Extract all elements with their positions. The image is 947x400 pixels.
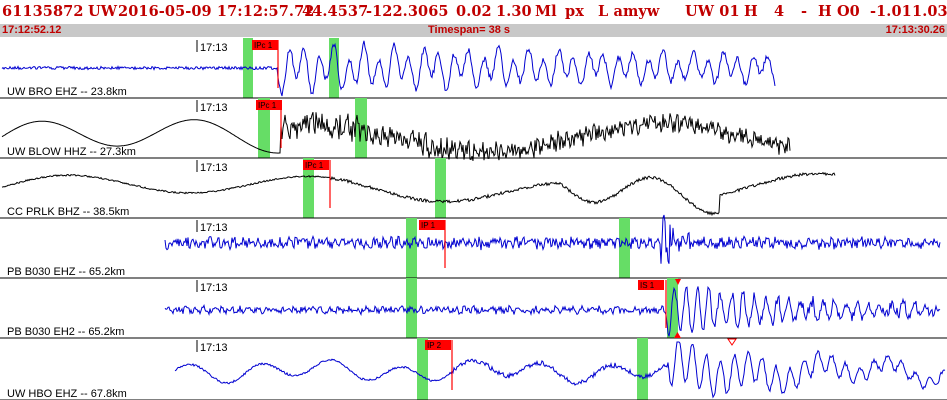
origin-time: 2016-05-09 17:12:57.72 bbox=[118, 3, 315, 20]
channel-label: UW HBO EHZ -- 67.8km bbox=[7, 388, 127, 400]
analysis-window[interactable] bbox=[329, 38, 339, 98]
event-header: 61135872 UW 2016-05-09 17:12:57.72 44.4537-… bbox=[0, 0, 947, 22]
minute-mark-label: 17:13 bbox=[200, 342, 228, 354]
analysis-window[interactable] bbox=[667, 278, 678, 338]
header-n: 4 bbox=[774, 3, 785, 20]
event-summary-line: 61135872 UW 2016-05-09 17:12:57.72 44.4537-… bbox=[0, 0, 947, 22]
phase-pick-flag[interactable] bbox=[425, 340, 451, 350]
arrival-marker bbox=[674, 332, 681, 338]
time-range-bar: 17:12:52.12 Timespan= 38 s 17:13:30.26 bbox=[0, 24, 947, 37]
magnitude: 1.30 bbox=[496, 3, 532, 20]
phase-pick-flag[interactable] bbox=[638, 280, 664, 290]
start-time: 17:12:52.12 bbox=[2, 24, 62, 36]
phase-pick-flag[interactable] bbox=[303, 160, 329, 170]
channel-label: CC PRLK BHZ -- 38.5km bbox=[7, 206, 129, 218]
event-id: 61135872 bbox=[2, 3, 84, 20]
minute-mark-label: 17:13 bbox=[200, 162, 228, 174]
event-type: px bbox=[565, 3, 584, 20]
event-flags: L amyw bbox=[598, 3, 660, 20]
phase-pick-flag[interactable] bbox=[256, 100, 282, 110]
analysis-window[interactable] bbox=[303, 158, 314, 218]
source-code: UW 01 bbox=[685, 3, 740, 20]
channel-label: PB B030 EHZ -- 65.2km bbox=[7, 266, 125, 278]
seismogram-trace bbox=[1, 171, 836, 217]
header-dash: - bbox=[801, 3, 808, 20]
analysis-window[interactable] bbox=[355, 98, 367, 158]
analysis-window[interactable] bbox=[435, 158, 446, 218]
analysis-window[interactable] bbox=[258, 98, 270, 158]
phase-pick-flag[interactable] bbox=[252, 40, 278, 50]
analysis-window[interactable] bbox=[243, 38, 253, 98]
phase-pick-label: IPc 1 bbox=[305, 161, 324, 170]
phase-pick-label: IP 1 bbox=[421, 221, 436, 230]
magnitude-type: Ml bbox=[535, 3, 557, 20]
minute-mark-label: 17:13 bbox=[200, 282, 228, 294]
phase-pick-flag[interactable] bbox=[419, 220, 445, 230]
depth: 0.02 bbox=[456, 3, 492, 20]
seismogram-trace bbox=[1, 112, 791, 162]
seismogram-panel[interactable]: IPc 1 17:13 UW BRO EHZ -- 23.8km IPc 1 17:13… bbox=[0, 38, 947, 400]
phase-pick-label: IPc 1 bbox=[258, 101, 277, 110]
network-code: UW bbox=[88, 3, 118, 20]
minute-mark-label: 17:13 bbox=[200, 222, 228, 234]
arrival-marker bbox=[675, 279, 681, 285]
end-time: 17:13:30.26 bbox=[885, 24, 945, 36]
seismogram-trace bbox=[174, 341, 946, 399]
seismogram-trace bbox=[164, 214, 941, 264]
timespan: Timespan= 38 s bbox=[428, 24, 511, 36]
minute-mark-label: 17:13 bbox=[200, 42, 228, 54]
longitude: -122.3065 bbox=[366, 3, 449, 20]
channel-label: UW BLOW HHZ -- 27.3km bbox=[7, 146, 136, 158]
channel-label: PB B030 EH2 -- 65.2km bbox=[7, 326, 124, 338]
header-ho: H O0 bbox=[818, 3, 860, 20]
analysis-window[interactable] bbox=[406, 218, 417, 278]
analysis-window[interactable] bbox=[637, 338, 648, 400]
analysis-window[interactable] bbox=[619, 218, 630, 278]
seismogram-trace bbox=[1, 40, 776, 97]
phase-pick-label: IS 1 bbox=[640, 281, 655, 290]
phase-pick-label: IP 2 bbox=[427, 341, 442, 350]
header-h: H bbox=[744, 3, 758, 20]
minute-mark-label: 17:13 bbox=[200, 102, 228, 114]
analysis-window[interactable] bbox=[417, 338, 428, 400]
header-value-1: -1.01 bbox=[870, 3, 912, 20]
phase-pick-label: IPc 1 bbox=[254, 41, 273, 50]
header-value-2: 1.03 bbox=[912, 3, 947, 20]
channel-label: UW BRO EHZ -- 23.8km bbox=[7, 86, 127, 98]
arrival-marker bbox=[727, 338, 737, 346]
latitude: 44.4537 bbox=[302, 3, 369, 20]
seismogram-trace bbox=[164, 285, 941, 337]
